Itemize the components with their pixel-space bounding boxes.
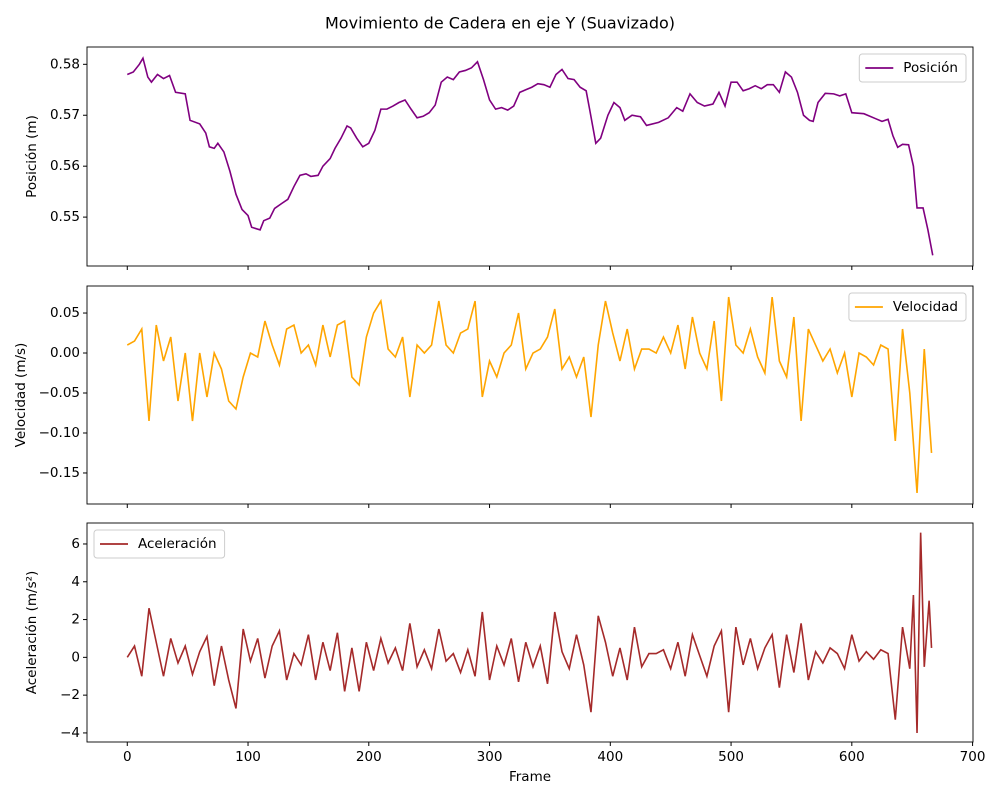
x-tick-label: 700 <box>960 749 986 765</box>
legend: Velocidad <box>848 292 967 322</box>
y-tick-label: 0.56 <box>50 158 80 174</box>
y-tick-label: −0.05 <box>39 385 80 401</box>
y-tick-label: 0.58 <box>50 56 80 72</box>
y-tick-label: 0.00 <box>50 345 80 361</box>
y-tick-label: 2 <box>71 612 80 628</box>
x-tick-label: 0 <box>123 749 132 765</box>
x-axis-label: Frame <box>509 769 551 785</box>
x-tick-label: 300 <box>477 749 503 765</box>
line <box>126 532 933 733</box>
y-tick-label: −0.15 <box>39 465 80 481</box>
legend-box <box>93 529 226 559</box>
x-tick-label: 500 <box>718 749 744 765</box>
y-tick-label: 0 <box>71 649 80 665</box>
legend-label: Posición <box>903 60 958 76</box>
legend: Posición <box>858 53 967 83</box>
y-tick-label: −4 <box>60 725 80 741</box>
axes-frame <box>86 285 974 505</box>
y-axis-label: Posición (m) <box>24 115 40 198</box>
x-tick-label: 200 <box>356 749 382 765</box>
x-tick-label: 400 <box>597 749 623 765</box>
line <box>126 296 933 494</box>
y-axis-label: Aceleración (m/s²) <box>24 571 40 695</box>
y-axis-label: Velocidad (m/s) <box>13 343 29 448</box>
y-tick-label: 4 <box>71 574 80 590</box>
y-tick-label: 0.05 <box>50 305 80 321</box>
x-tick-label: 100 <box>235 749 261 765</box>
y-tick-label: 0.57 <box>50 107 80 123</box>
line <box>126 56 934 256</box>
y-tick-label: 0.55 <box>50 209 80 225</box>
axes-frame <box>86 522 974 743</box>
x-tick-label: 600 <box>839 749 865 765</box>
legend-box <box>858 53 967 83</box>
legend-box <box>848 292 967 322</box>
y-tick-label: −2 <box>60 687 80 703</box>
legend-label: Aceleración <box>138 536 217 552</box>
figure-title: Movimiento de Cadera en eje Y (Suavizado… <box>325 14 675 33</box>
y-tick-label: −0.10 <box>39 425 80 441</box>
y-tick-label: 6 <box>71 536 80 552</box>
axes-frame <box>86 46 974 267</box>
legend-label: Velocidad <box>893 299 958 315</box>
legend: Aceleración <box>93 529 226 559</box>
